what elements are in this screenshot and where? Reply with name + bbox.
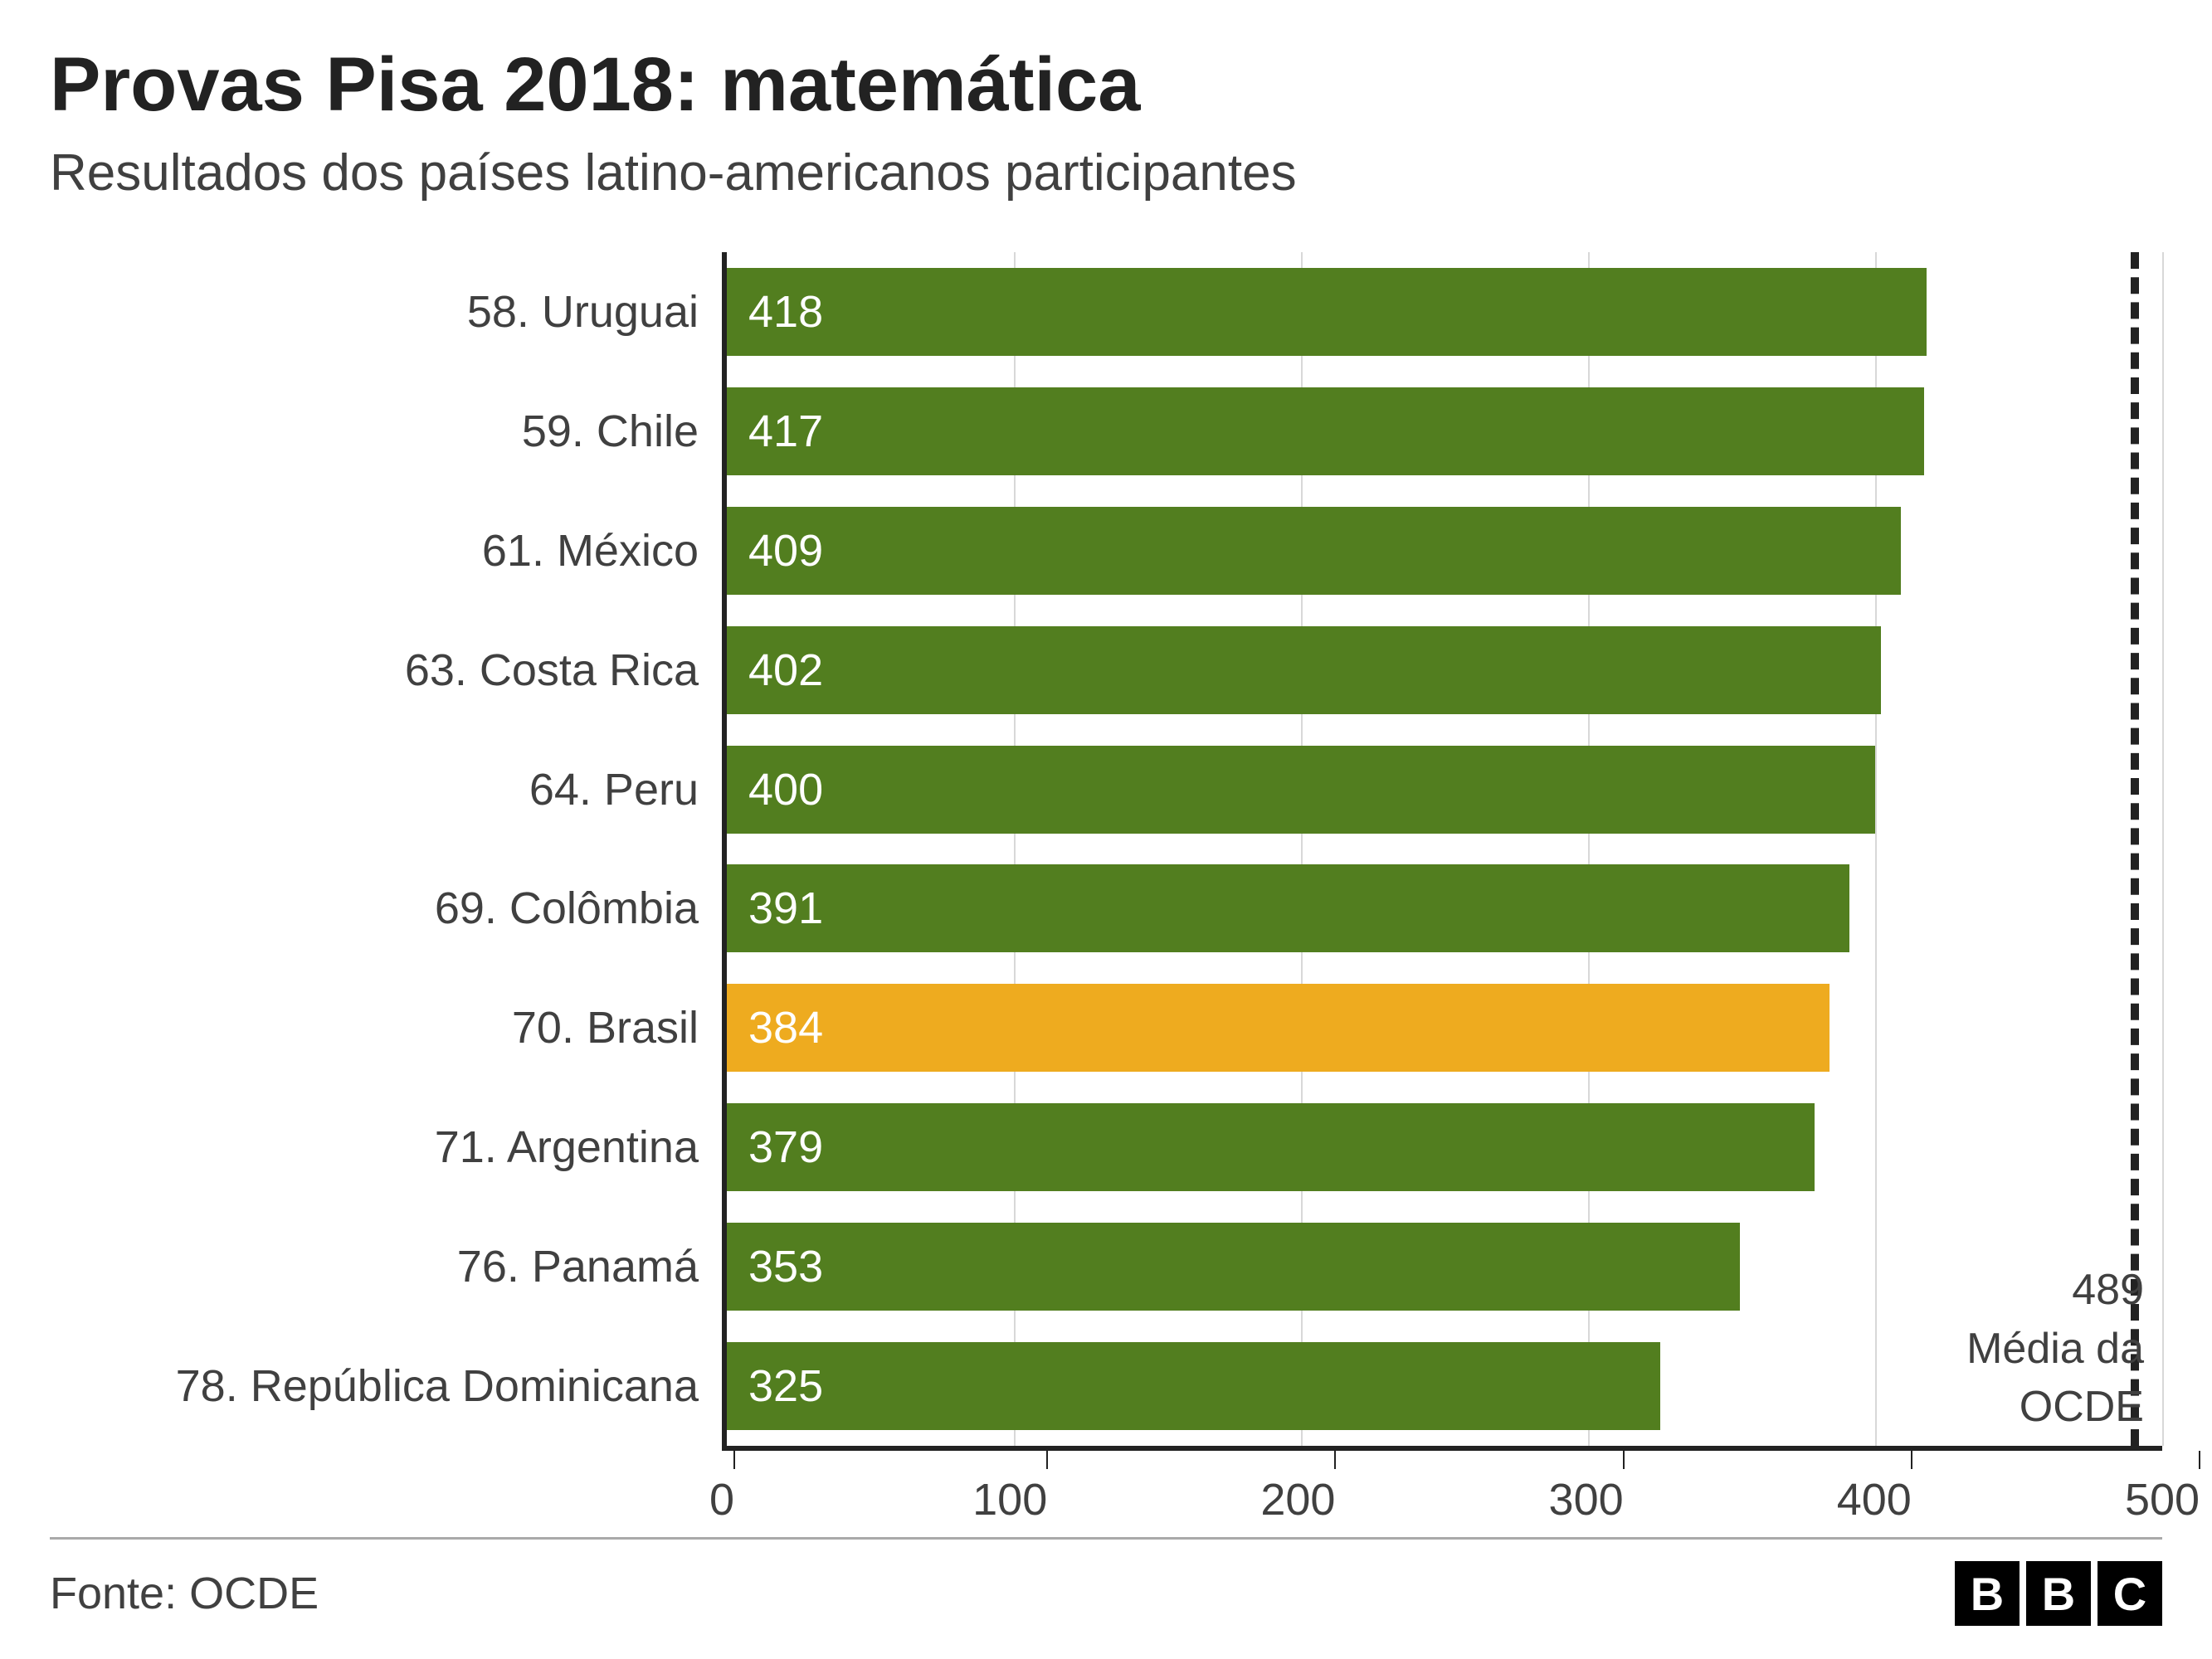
logo-block: B bbox=[2026, 1561, 2091, 1626]
bar-value: 325 bbox=[727, 1360, 823, 1412]
y-axis-label: 64. Peru bbox=[50, 767, 722, 812]
y-axis-labels: 58. Uruguai 59. Chile 61. México 63. Costa … bbox=[50, 252, 722, 1446]
x-tick-mark bbox=[1046, 1451, 1048, 1469]
y-axis-label: 70. Brasil bbox=[50, 1005, 722, 1050]
x-tick-mark bbox=[2199, 1451, 2200, 1469]
chart-subtitle: Resultados dos países latino-americanos … bbox=[50, 144, 2162, 202]
x-tick: 100 bbox=[1010, 1451, 1084, 1525]
bar: 417 bbox=[727, 387, 1924, 475]
bar: 402 bbox=[727, 626, 1881, 714]
x-tick-mark bbox=[1334, 1451, 1336, 1469]
y-axis-label: 78. República Dominicana bbox=[50, 1364, 722, 1408]
bar: 379 bbox=[727, 1103, 1815, 1191]
bar: 409 bbox=[727, 507, 1901, 595]
bar-value: 391 bbox=[727, 883, 823, 934]
y-axis-label: 59. Chile bbox=[50, 409, 722, 454]
y-axis-label: 76. Panamá bbox=[50, 1244, 722, 1289]
bar-row: 353 bbox=[727, 1223, 2162, 1311]
bar-row: 384 bbox=[727, 984, 2162, 1072]
y-axis-label: 58. Uruguai bbox=[50, 289, 722, 334]
bar-value: 353 bbox=[727, 1241, 823, 1292]
x-tick: 400 bbox=[1874, 1451, 1949, 1525]
x-axis: 0100200300400500 bbox=[722, 1446, 2162, 1537]
bar-highlight: 384 bbox=[727, 984, 1830, 1072]
bar-value: 384 bbox=[727, 1002, 823, 1053]
x-tick-mark bbox=[1911, 1451, 1912, 1469]
bar-value: 400 bbox=[727, 764, 823, 815]
bar-row: 418 bbox=[727, 268, 2162, 356]
x-tick-mark bbox=[733, 1451, 735, 1469]
x-tick-label: 400 bbox=[1837, 1474, 1912, 1525]
bar-value: 418 bbox=[727, 286, 823, 338]
bar: 353 bbox=[727, 1223, 1740, 1311]
x-tick-label: 500 bbox=[2125, 1474, 2200, 1525]
y-axis-label: 63. Costa Rica bbox=[50, 648, 722, 693]
bar-value: 402 bbox=[727, 645, 823, 696]
bar-row: 391 bbox=[727, 864, 2162, 952]
logo-block: B bbox=[1955, 1561, 2020, 1626]
bbc-logo: BBC bbox=[1955, 1561, 2162, 1626]
bar-value: 417 bbox=[727, 406, 823, 457]
x-tick-label: 100 bbox=[972, 1474, 1047, 1525]
bar-row: 379 bbox=[727, 1103, 2162, 1191]
x-tick: 200 bbox=[1298, 1451, 1372, 1525]
bar-value: 409 bbox=[727, 525, 823, 577]
x-tick-label: 0 bbox=[709, 1474, 734, 1525]
bar: 400 bbox=[727, 746, 1875, 834]
x-tick: 0 bbox=[722, 1451, 747, 1525]
y-axis-label: 61. México bbox=[50, 528, 722, 573]
chart-area: 58. Uruguai 59. Chile 61. México 63. Costa … bbox=[50, 252, 2162, 1537]
bars-container: 418417409402400391384379353325 489 Média… bbox=[722, 252, 2162, 1446]
source-text: Fonte: OCDE bbox=[50, 1568, 319, 1619]
grid-line bbox=[2162, 252, 2164, 1446]
bar-row: 400 bbox=[727, 746, 2162, 834]
bar: 325 bbox=[727, 1342, 1660, 1430]
chart-title: Provas Pisa 2018: matemática bbox=[50, 41, 2162, 129]
bar-row: 417 bbox=[727, 387, 2162, 475]
logo-block: C bbox=[2098, 1561, 2162, 1626]
x-tick-label: 200 bbox=[1260, 1474, 1335, 1525]
bar-value: 379 bbox=[727, 1121, 823, 1173]
bar-row: 409 bbox=[727, 507, 2162, 595]
bar-row: 402 bbox=[727, 626, 2162, 714]
x-tick: 500 bbox=[2162, 1451, 2212, 1525]
x-tick: 300 bbox=[1586, 1451, 1661, 1525]
footer: Fonte: OCDE BBC bbox=[50, 1537, 2162, 1626]
bar: 391 bbox=[727, 864, 1849, 952]
x-tick-mark bbox=[1623, 1451, 1625, 1469]
y-axis-label: 69. Colômbia bbox=[50, 886, 722, 931]
y-axis-label: 71. Argentina bbox=[50, 1125, 722, 1170]
x-tick-label: 300 bbox=[1549, 1474, 1624, 1525]
plot: 58. Uruguai 59. Chile 61. México 63. Costa … bbox=[50, 252, 2162, 1446]
bar-row: 325 bbox=[727, 1342, 2162, 1430]
bars: 418 417 409 402 400 391 384 379 353 325 bbox=[727, 252, 2162, 1446]
bar: 418 bbox=[727, 268, 1927, 356]
